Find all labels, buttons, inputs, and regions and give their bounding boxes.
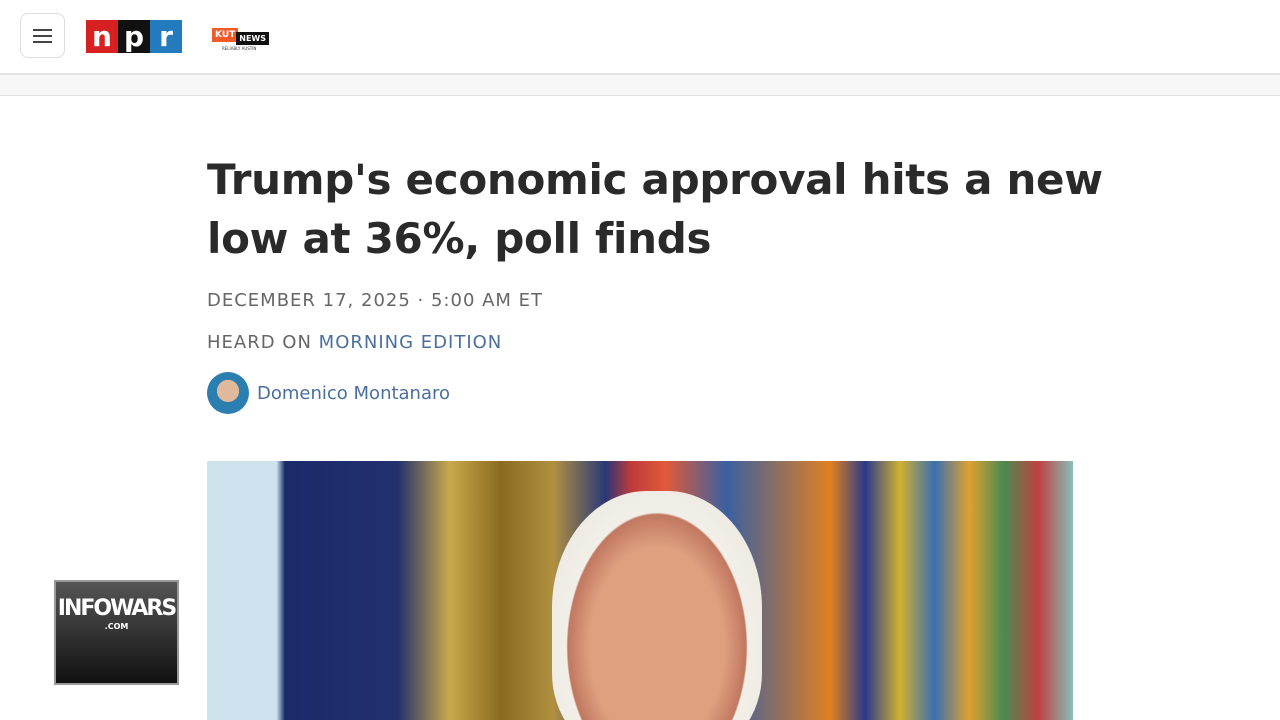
heard-on: HEARD ON MORNING EDITION bbox=[207, 332, 502, 353]
hamburger-icon bbox=[33, 28, 52, 31]
program-link[interactable]: MORNING EDITION bbox=[318, 332, 503, 353]
heard-on-label: HEARD ON bbox=[207, 332, 319, 353]
menu-button[interactable] bbox=[20, 13, 65, 58]
infowars-watermark: INFOWARS .COM bbox=[54, 580, 179, 685]
hamburger-line bbox=[33, 40, 52, 43]
top-nav: n p r KUT NEWS RELIABLY AUSTIN bbox=[0, 0, 1280, 75]
kut-logo-tagline: RELIABLY AUSTIN bbox=[222, 46, 257, 51]
author-avatar[interactable] bbox=[207, 372, 249, 414]
photo-subject bbox=[552, 491, 762, 720]
article-title: Trump's economic approval hits a new low… bbox=[207, 155, 1103, 263]
kut-logo-name: KUT bbox=[212, 28, 239, 42]
kut-logo-tag: NEWS bbox=[236, 32, 270, 45]
author-link[interactable]: Domenico Montanaro bbox=[257, 382, 451, 404]
hamburger-line bbox=[33, 34, 52, 37]
npr-logo-p: p bbox=[118, 20, 150, 53]
npr-logo[interactable]: n p r bbox=[86, 20, 182, 53]
watermark-text: INFOWARS bbox=[57, 596, 177, 621]
npr-logo-r: r bbox=[150, 20, 182, 53]
byline: Domenico Montanaro bbox=[207, 372, 450, 414]
npr-logo-n: n bbox=[86, 20, 118, 53]
article-photo bbox=[207, 461, 1073, 720]
kut-logo[interactable]: KUT NEWS RELIABLY AUSTIN bbox=[212, 22, 270, 51]
watermark-sub: .COM bbox=[104, 622, 129, 631]
sub-bar bbox=[0, 75, 1280, 96]
article-date: DECEMBER 17, 2025 · 5:00 AM ET bbox=[207, 290, 544, 311]
